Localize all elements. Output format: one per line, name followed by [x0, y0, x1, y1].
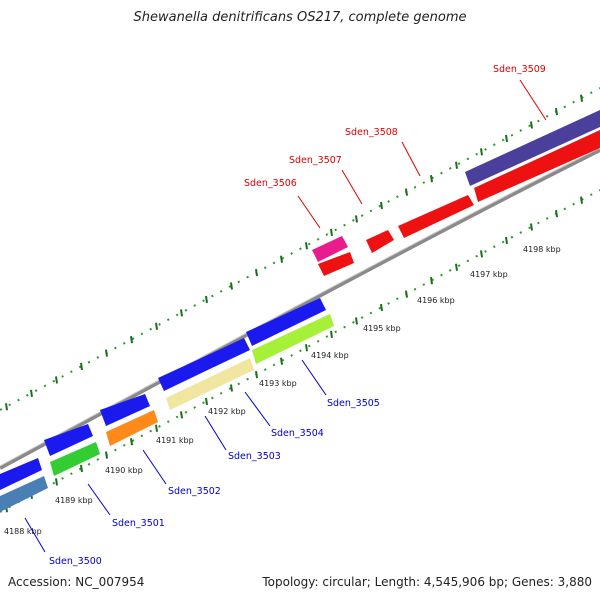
scale-tick [555, 107, 558, 116]
scale-tick [580, 94, 583, 102]
scale-tick [5, 403, 8, 411]
gene-arrow-sden-3509 [465, 110, 600, 186]
scale-tick [405, 290, 408, 298]
scale-tick [205, 295, 208, 304]
scale-tick [280, 255, 283, 263]
gene-label-sden-3503[interactable]: Sden_3503 [228, 451, 281, 462]
kbp-label: 4188 kbp [4, 527, 42, 536]
scale-tick [505, 236, 508, 245]
gene-label-sden-3504[interactable]: Sden_3504 [271, 428, 324, 439]
gene-arrow-green [50, 442, 100, 476]
scale-tick [180, 411, 183, 419]
scale-tick [30, 389, 33, 398]
upper-leader-lines [297, 79, 547, 229]
gene-arrow-blue-1 [246, 298, 326, 346]
scale-tick [380, 201, 383, 210]
kbp-label: 4198 kbp [523, 245, 561, 254]
gene-arrow-red-c [318, 252, 354, 276]
gene-label-sden-3501[interactable]: Sden_3501 [112, 518, 165, 529]
scale-tick [530, 121, 533, 129]
scale-tick [305, 242, 308, 250]
major-ticks [5, 94, 583, 513]
kbp-label: 4194 kbp [311, 351, 349, 360]
scale-tick [280, 357, 283, 365]
scale-tick [155, 322, 158, 330]
kbp-label: 4190 kbp [105, 466, 143, 475]
scale-tick [555, 209, 558, 218]
gene-label-sden-3505[interactable]: Sden_3505 [327, 398, 380, 409]
scale-tick [380, 303, 383, 312]
gene-arrow-sden-3508-large [474, 130, 600, 202]
map-title: Shewanella denitrificans OS217, complete… [133, 10, 467, 25]
gene-arrow-blue-2 [208, 338, 250, 367]
scale-tick [505, 134, 508, 143]
gene-labels-lower: Sden_3500 Sden_3501 Sden_3502 Sden_3503 … [49, 398, 380, 567]
gene-arrow-lime [252, 314, 334, 364]
scale-tick [205, 397, 208, 406]
outer-tick-track [0, 87, 600, 411]
gene-label-sden-3507[interactable]: Sden_3507 [289, 155, 342, 166]
scale-tick [55, 478, 58, 486]
inner-tick-track [0, 189, 600, 513]
scale-tick [105, 451, 108, 459]
scale-tick [330, 330, 333, 339]
scale-tick [355, 317, 358, 325]
scale-tick [130, 336, 133, 344]
scale-tick [230, 384, 233, 392]
scale-labels: 4188 kbp 4189 kbp 4190 kbp 4191 kbp 4192… [4, 245, 561, 536]
scale-tick [355, 215, 358, 223]
scale-tick [80, 464, 83, 473]
gene-arrow-blue-5 [44, 424, 93, 456]
accession-text: Accession: NC_007954 [8, 575, 145, 589]
scale-tick [180, 309, 183, 317]
gene-arrow-red-a [398, 195, 474, 238]
gene-arrow-red-b [366, 230, 394, 253]
kbp-label: 4191 kbp [156, 436, 194, 445]
gene-label-sden-3500[interactable]: Sden_3500 [49, 556, 102, 567]
gene-label-sden-3509[interactable]: Sden_3509 [493, 64, 546, 75]
scale-tick [430, 175, 433, 183]
scale-tick [455, 161, 458, 169]
scale-tick [55, 376, 58, 384]
kbp-label: 4192 kbp [208, 407, 246, 416]
scale-tick [230, 282, 233, 290]
gene-label-sden-3508[interactable]: Sden_3508 [345, 127, 398, 138]
scale-tick [580, 196, 583, 204]
scale-tick [255, 370, 258, 379]
scale-tick [305, 344, 308, 352]
scale-tick [530, 223, 533, 231]
gene-arrow-blue-3 [158, 354, 216, 391]
kbp-label: 4195 kbp [363, 324, 401, 333]
scale-tick [105, 349, 108, 357]
scale-tick [405, 188, 408, 196]
genome-summary-text: Topology: circular; Length: 4,545,906 bp… [262, 575, 592, 589]
scale-tick [330, 228, 333, 237]
gene-arrow-blue-6 [0, 458, 42, 490]
lower-leader-lines [24, 359, 327, 553]
gene-label-sden-3502[interactable]: Sden_3502 [168, 486, 221, 497]
scale-tick [255, 268, 258, 277]
scale-tick [80, 362, 83, 371]
kbp-label: 4193 kbp [259, 379, 297, 388]
gene-arrow-steel [0, 476, 48, 512]
gene-arrow-khaki [166, 358, 254, 410]
gene-arrow-blue-4 [100, 394, 150, 426]
scale-tick [130, 438, 133, 446]
genome-backbone [0, 148, 600, 470]
kbp-label: 4196 kbp [417, 296, 455, 305]
gene-arrow-sden-3506 [312, 236, 348, 262]
gene-label-sden-3506[interactable]: Sden_3506 [244, 178, 297, 189]
scale-tick [480, 250, 483, 258]
scale-tick [480, 148, 483, 156]
scale-tick [430, 277, 433, 285]
gene-arrow-orange [106, 410, 158, 446]
kbp-label: 4189 kbp [55, 496, 93, 505]
gene-feature-track [0, 110, 600, 512]
gene-labels-upper: Sden_3506 Sden_3507 Sden_3508 Sden_3509 [244, 64, 546, 189]
kbp-label: 4197 kbp [470, 270, 508, 279]
scale-tick [455, 263, 458, 271]
scale-tick [155, 424, 158, 432]
